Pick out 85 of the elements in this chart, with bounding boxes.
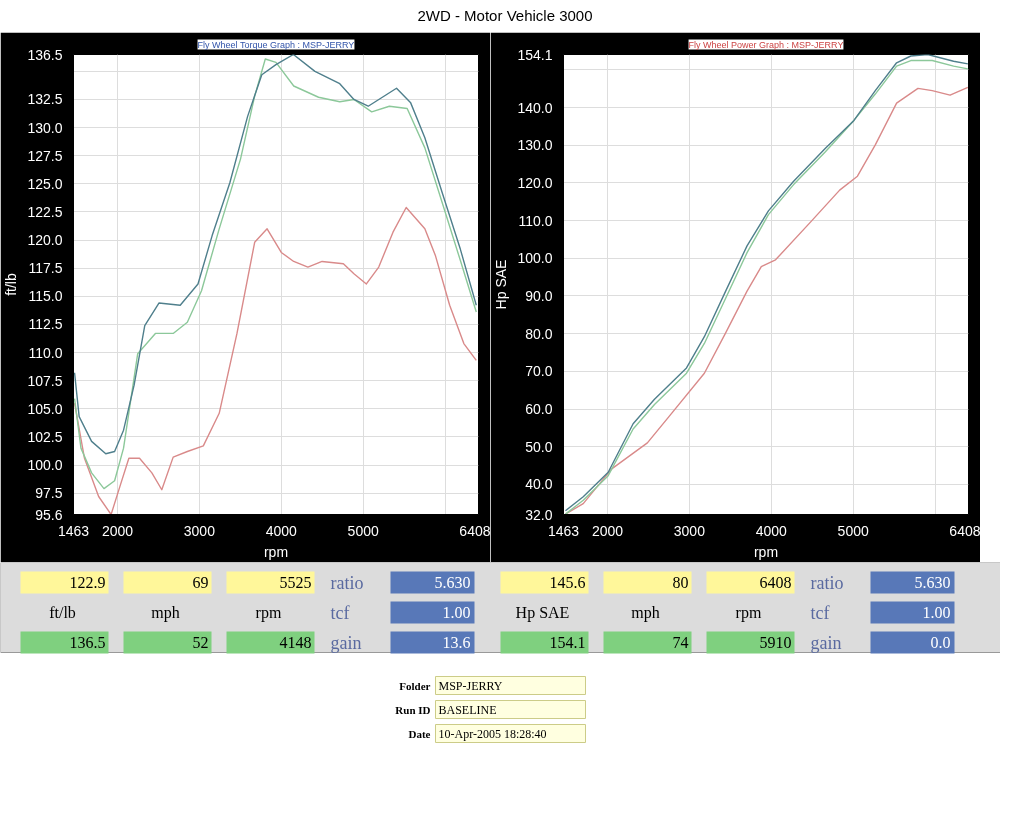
text: 0.0 bbox=[930, 634, 951, 651]
text: rpm bbox=[255, 604, 282, 622]
text: Run ID bbox=[395, 703, 431, 716]
text: ratio bbox=[330, 572, 364, 593]
x-tick-label: 6408 bbox=[459, 522, 491, 539]
y-tick-label: 115.0 bbox=[28, 288, 63, 305]
y-tick-label: 105.0 bbox=[27, 400, 63, 417]
x-tick-label: 1463 bbox=[547, 522, 580, 539]
y-tick-label: 127.5 bbox=[27, 147, 63, 164]
y-tick-label: 70.0 bbox=[525, 363, 553, 380]
x-tick-label: 5000 bbox=[837, 522, 869, 539]
x-tick-label: 1463 bbox=[57, 522, 90, 539]
y-tick-label: 140.0 bbox=[517, 99, 553, 116]
text: gain bbox=[810, 632, 842, 653]
y-tick-label: 130.0 bbox=[27, 119, 63, 136]
x-axis-title: rpm bbox=[753, 543, 779, 560]
text: tcf bbox=[330, 602, 350, 623]
text: mph bbox=[151, 604, 180, 622]
x-tick-label: 3000 bbox=[183, 522, 216, 539]
y-tick-label: 112.5 bbox=[28, 316, 63, 333]
text: 5525 bbox=[279, 574, 312, 591]
y-tick-label: 100.0 bbox=[517, 250, 553, 267]
x-axis-title: rpm bbox=[263, 543, 289, 560]
text: 1.00 bbox=[442, 604, 471, 621]
text: mph bbox=[631, 604, 660, 622]
text: Folder bbox=[399, 679, 431, 692]
y-tick-label: 97.5 bbox=[35, 485, 63, 502]
chart-subtitle: Fly Wheel Torque Graph : MSP-JERRY bbox=[197, 39, 355, 50]
y-tick-label: 95.6 bbox=[35, 506, 63, 523]
text: Date bbox=[408, 727, 431, 740]
text: 5910 bbox=[759, 634, 792, 651]
y-tick-label: 120.0 bbox=[27, 232, 63, 249]
text: rpm bbox=[735, 604, 762, 622]
text: 10-Apr-2005 18:28:40 bbox=[438, 726, 547, 741]
y-tick-label: 32.0 bbox=[525, 506, 553, 523]
y-tick-label: 117.5 bbox=[28, 260, 63, 277]
x-tick-label: 2000 bbox=[101, 522, 134, 539]
text: 4148 bbox=[279, 634, 312, 651]
text: MSP-JERRY bbox=[438, 678, 503, 693]
x-tick-label: 3000 bbox=[673, 522, 706, 539]
y-tick-label: 50.0 bbox=[525, 438, 553, 455]
y-tick-label: 125.0 bbox=[27, 175, 63, 192]
x-tick-label: 5000 bbox=[347, 522, 379, 539]
text: 154.1 bbox=[549, 634, 586, 651]
y-tick-label: 80.0 bbox=[525, 325, 553, 342]
y-tick-label: 110.0 bbox=[28, 344, 63, 361]
y-tick-label: 40.0 bbox=[525, 476, 553, 493]
y-tick-label: 102.5 bbox=[27, 428, 63, 445]
y-tick-label: 120.0 bbox=[517, 174, 553, 191]
text: gain bbox=[330, 632, 362, 653]
y-axis-title: Hp SAE bbox=[493, 259, 510, 310]
y-tick-label: 132.5 bbox=[27, 91, 63, 108]
y-tick-label: 110.0 bbox=[518, 212, 553, 229]
text: 145.6 bbox=[549, 574, 586, 591]
text: 69 bbox=[192, 574, 209, 591]
text: tcf bbox=[810, 602, 830, 623]
y-axis-title: ft/lb bbox=[3, 273, 20, 296]
text: ratio bbox=[810, 572, 844, 593]
text: 13.6 bbox=[442, 634, 471, 651]
text: 52 bbox=[192, 634, 209, 651]
text: 74 bbox=[672, 634, 689, 651]
y-tick-label: 60.0 bbox=[525, 401, 553, 418]
y-tick-label: 130.0 bbox=[517, 137, 553, 154]
y-tick-label: 107.5 bbox=[27, 372, 63, 389]
x-tick-label: 2000 bbox=[591, 522, 624, 539]
y-tick-label: 154.1 bbox=[517, 46, 553, 63]
chart-subtitle: Fly Wheel Power Graph : MSP-JERRY bbox=[688, 39, 844, 50]
x-tick-label: 4000 bbox=[755, 522, 788, 539]
text: 5.630 bbox=[914, 574, 951, 591]
text: Hp SAE bbox=[515, 604, 570, 622]
text: 122.9 bbox=[69, 574, 106, 591]
x-tick-label: 6408 bbox=[949, 522, 981, 539]
text: 1.00 bbox=[922, 604, 951, 621]
text: ft/lb bbox=[49, 604, 76, 621]
y-tick-label: 136.5 bbox=[27, 46, 63, 63]
text: BASELINE bbox=[438, 702, 497, 717]
text: 5.630 bbox=[434, 574, 471, 591]
text: 136.5 bbox=[69, 634, 106, 651]
chart-title: 2WD - Motor Vehicle 3000 bbox=[417, 6, 593, 26]
x-tick-label: 4000 bbox=[265, 522, 298, 539]
y-tick-label: 90.0 bbox=[525, 287, 553, 304]
y-tick-label: 122.5 bbox=[27, 203, 63, 220]
text: 6408 bbox=[759, 574, 792, 591]
y-tick-label: 100.0 bbox=[27, 457, 63, 474]
text: 80 bbox=[672, 574, 689, 591]
